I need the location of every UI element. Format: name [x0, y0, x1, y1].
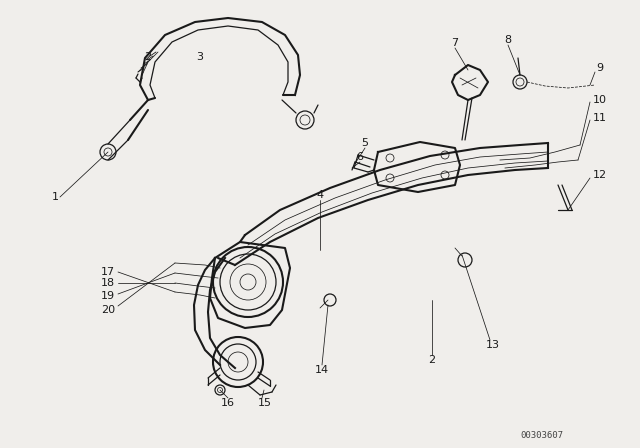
Text: 15: 15	[258, 398, 272, 408]
Text: 6: 6	[356, 152, 364, 162]
Text: 19: 19	[101, 291, 115, 301]
Text: 3: 3	[196, 52, 204, 62]
Text: 17: 17	[101, 267, 115, 277]
Text: 2: 2	[428, 355, 436, 365]
Text: 00303607: 00303607	[520, 431, 563, 439]
Text: 12: 12	[593, 170, 607, 180]
Text: 5: 5	[362, 138, 369, 148]
Text: 13: 13	[486, 340, 500, 350]
Text: 14: 14	[315, 365, 329, 375]
Text: 18: 18	[101, 278, 115, 288]
Text: 16: 16	[221, 398, 235, 408]
Text: 1: 1	[51, 192, 58, 202]
Text: 20: 20	[101, 305, 115, 315]
Text: 7: 7	[451, 38, 459, 48]
Text: 9: 9	[596, 63, 604, 73]
Text: 11: 11	[593, 113, 607, 123]
Text: 4: 4	[316, 190, 324, 200]
Text: 10: 10	[593, 95, 607, 105]
Text: 2: 2	[145, 52, 152, 62]
Text: 8: 8	[504, 35, 511, 45]
